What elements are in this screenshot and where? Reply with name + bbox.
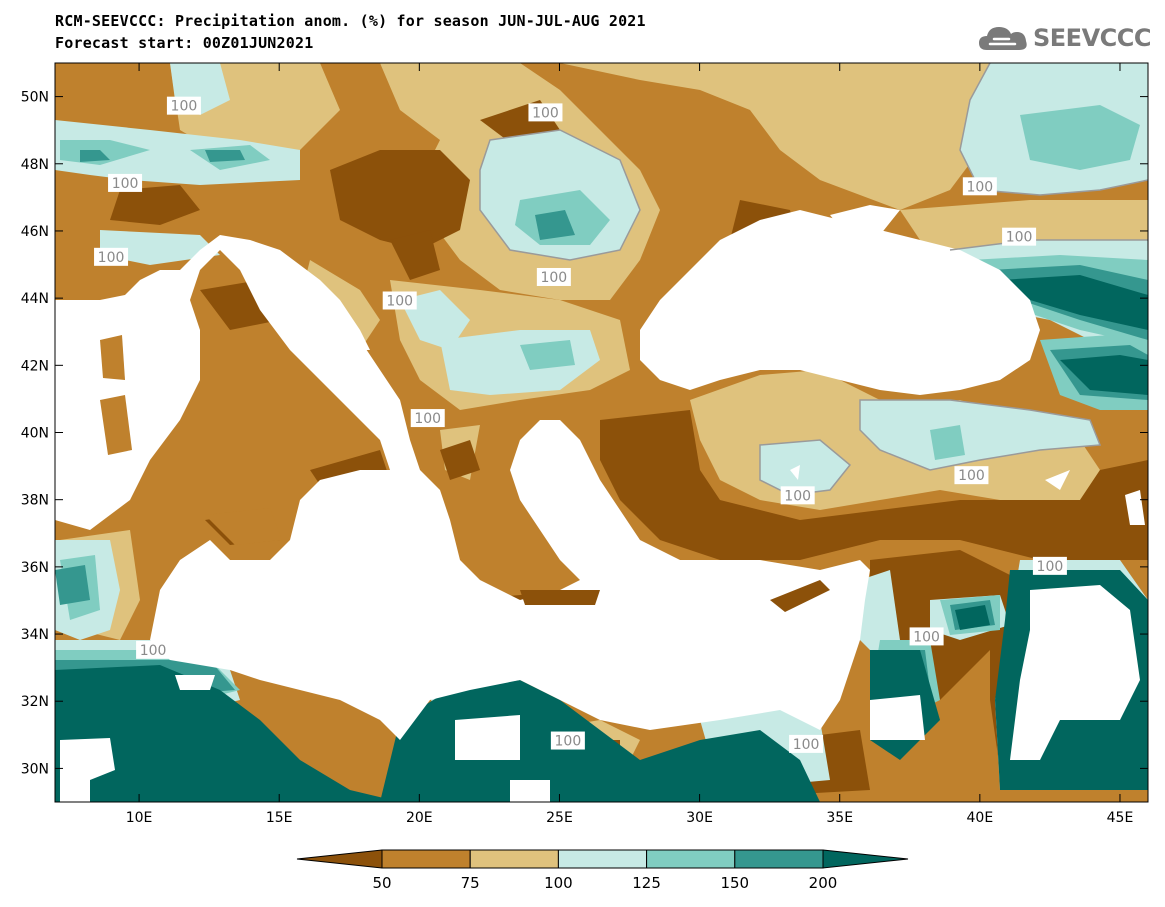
contour-label-text: 100 — [386, 293, 413, 309]
contour-label-text: 100 — [540, 270, 567, 286]
contour-label-bg — [94, 247, 129, 266]
contour-label-bg — [136, 640, 171, 659]
chart-title: RCM-SEEVCCC: Precipitation anom. (%) for… — [55, 12, 646, 30]
contour-label-text: 100 — [532, 105, 559, 121]
colorbar-label: 50 — [372, 874, 391, 892]
contour-label: 100 — [962, 177, 997, 196]
seevccc-logo: SEEVCCC — [977, 22, 1152, 54]
lon-tick-label: 35E — [826, 810, 853, 826]
colorbar-label: 75 — [461, 874, 480, 892]
colorbar-label: 200 — [809, 874, 838, 892]
colorbar-segment — [734, 849, 824, 869]
lat-tick-label: 40N — [21, 426, 49, 442]
contour-100-lines — [479, 63, 1148, 496]
missing-data-patches — [60, 465, 1145, 802]
contour-label-bg — [789, 734, 824, 753]
lon-tick-label: 10E — [126, 810, 153, 826]
colorbar-segment — [381, 849, 471, 869]
lat-tick-label: 50N — [21, 90, 49, 106]
colorbar-segment — [469, 849, 559, 869]
contour-labels: 100 100 100 100 100 100 100 100 100 100 100 100 100 1… — [94, 96, 1067, 753]
contour-label: 100 — [108, 173, 143, 192]
contour-label-bg — [382, 291, 417, 310]
contour-label-bg — [410, 409, 445, 428]
contour-label-bg — [909, 627, 944, 646]
contour-label: 100 — [789, 734, 824, 753]
contour-label-text: 100 — [966, 179, 993, 195]
contour-label-text: 100 — [414, 411, 441, 427]
contour-label: 100 — [166, 96, 201, 115]
lat-tick-label: 44N — [21, 291, 49, 307]
axis-ticks: 10E 15E 20E 25E 30E 35E 40E 45E 30N 32N 34N 36N 38N 4… — [21, 63, 1148, 826]
contour-label-text: 100 — [98, 250, 125, 266]
colorbar-segment-high — [822, 849, 909, 869]
contour-label: 100 — [94, 247, 129, 266]
contour-label-bg — [962, 177, 997, 196]
contour-label: 100 — [954, 466, 989, 485]
lon-tick-label: 45E — [1107, 810, 1134, 826]
contour-label: 100 — [410, 409, 445, 428]
lon-tick-label: 30E — [686, 810, 713, 826]
lat-tick-label: 36N — [21, 560, 49, 576]
contour-label-text: 100 — [112, 176, 139, 192]
islands — [100, 335, 830, 612]
contour-label: 100 — [536, 267, 571, 286]
lat-tick-label: 46N — [21, 224, 49, 240]
colorbar-segment-low — [296, 849, 383, 869]
map-field — [55, 63, 1148, 802]
lat-tick-label: 42N — [21, 358, 49, 374]
contour-label-bg — [108, 173, 143, 192]
forecast-start-subtitle: Forecast start: 00Z01JUN2021 — [55, 34, 314, 52]
colorbar-segment — [557, 849, 648, 869]
colorbar-segment — [646, 849, 736, 869]
contour-label-text: 100 — [793, 737, 820, 753]
contour-label: 100 — [136, 640, 171, 659]
colorbar-label: 100 — [544, 874, 573, 892]
contour-label-text: 100 — [958, 468, 985, 484]
contour-label-bg — [1002, 227, 1037, 246]
logo-text: SEEVCCC — [1033, 24, 1152, 52]
lat-tick-label: 48N — [21, 157, 49, 173]
contour-label: 100 — [780, 486, 815, 505]
contour-label: 100 — [550, 731, 585, 750]
lon-tick-label: 25E — [546, 810, 573, 826]
contour-label: 100 — [528, 103, 563, 122]
lat-tick-label: 30N — [21, 761, 49, 777]
contour-label-bg — [528, 103, 563, 122]
lat-tick-label: 32N — [21, 694, 49, 710]
contour-label-bg — [536, 267, 571, 286]
contour-label: 100 — [1002, 227, 1037, 246]
contour-label: 100 — [909, 627, 944, 646]
lon-tick-label: 20E — [406, 810, 433, 826]
contour-label-bg — [954, 466, 989, 485]
colorbar: 50 75 100 125 150 200 — [296, 849, 909, 892]
contour-label-bg — [780, 486, 815, 505]
lon-tick-label: 40E — [967, 810, 994, 826]
cloud-logo-icon — [979, 27, 1027, 50]
colorbar-label: 125 — [632, 874, 661, 892]
contour-label-text: 100 — [1037, 559, 1064, 575]
contour-label-text: 100 — [555, 734, 582, 750]
contour-label-text: 100 — [913, 629, 940, 645]
lon-tick-label: 15E — [266, 810, 293, 826]
contour-label: 100 — [382, 291, 417, 310]
contour-label-text: 100 — [1006, 230, 1033, 246]
lat-tick-label: 34N — [21, 627, 49, 643]
contour-label-bg — [1032, 556, 1067, 575]
contour-label-text: 100 — [171, 99, 198, 115]
contour-label-text: 100 — [784, 488, 811, 504]
contour-label-text: 100 — [140, 643, 167, 659]
contour-label-bg — [550, 731, 585, 750]
colorbar-label: 150 — [720, 874, 749, 892]
contour-label: 100 — [1032, 556, 1067, 575]
contour-label-bg — [166, 96, 201, 115]
lat-tick-label: 38N — [21, 493, 49, 509]
